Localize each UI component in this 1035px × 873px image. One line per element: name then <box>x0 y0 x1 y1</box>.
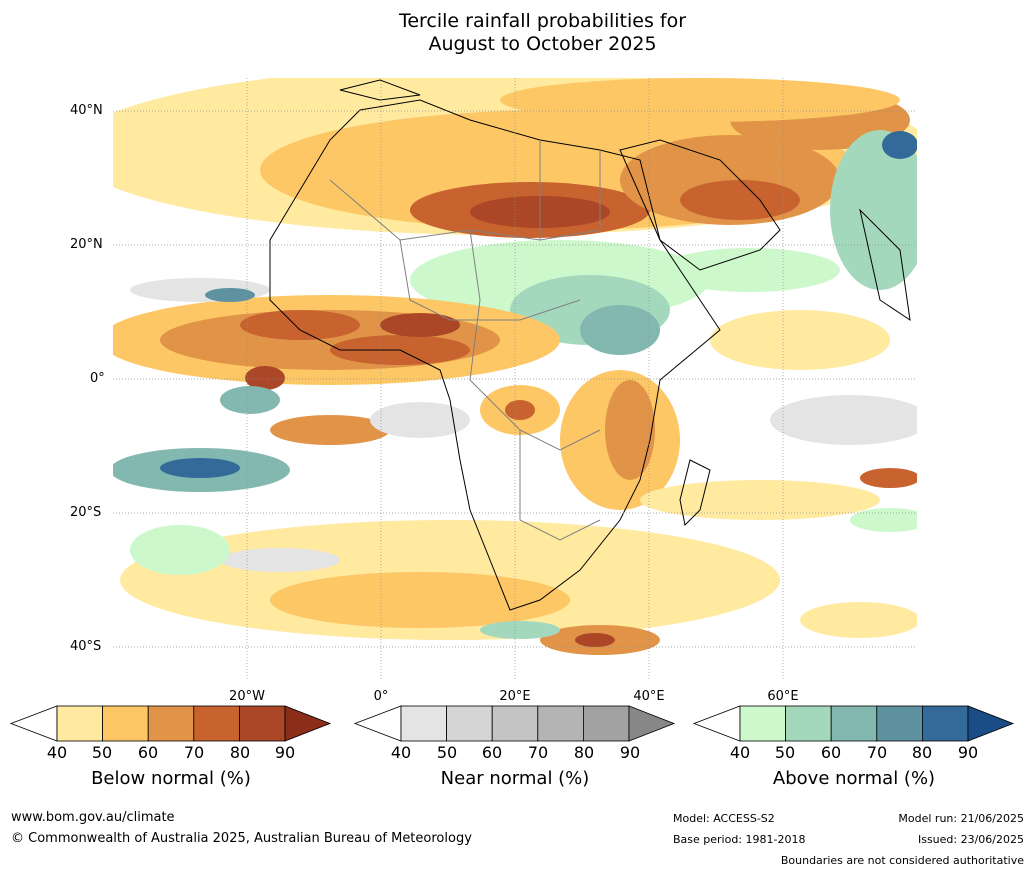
lon-label-20e: 20°E <box>499 689 531 704</box>
colorbar-segment <box>193 705 240 742</box>
tick: 90 <box>274 743 296 762</box>
copyright: © Commonwealth of Australia 2025, Austra… <box>11 831 472 846</box>
probability-field <box>113 78 917 681</box>
colorbar-below-label: Below normal (%) <box>91 768 251 789</box>
lat-label-equator: 0° <box>90 371 105 386</box>
model-run: Model run: 21/06/2025 <box>898 812 1024 825</box>
colorbar-segment <box>537 705 584 742</box>
tick: 70 <box>183 743 205 762</box>
tick: 70 <box>527 743 549 762</box>
colorbar-below-normal <box>9 705 332 742</box>
colorbar-segment <box>56 705 103 742</box>
tick: 80 <box>573 743 595 762</box>
lat-label-20n: 20°N <box>70 237 103 252</box>
colorbar-segment <box>446 705 493 742</box>
tick: 60 <box>820 743 842 762</box>
model-name: Model: ACCESS-S2 <box>673 812 775 825</box>
colorbar-near-label: Near normal (%) <box>440 768 590 789</box>
colorbar-segment <box>785 705 832 742</box>
lat-label-40n: 40°N <box>70 103 103 118</box>
title-line-2: August to October 2025 <box>428 33 657 55</box>
lon-label-20w: 20°W <box>229 689 265 704</box>
tick: 70 <box>866 743 888 762</box>
colorbar-near-normal <box>353 705 676 742</box>
tick: 90 <box>957 743 979 762</box>
tick: 50 <box>91 743 113 762</box>
colorbar-above-label: Above normal (%) <box>772 768 936 789</box>
boundaries-disclaimer: Boundaries are not considered authoritat… <box>780 854 1024 867</box>
base-period: Base period: 1981-2018 <box>673 833 806 846</box>
colorbar-lower-extension <box>692 705 741 742</box>
colorbar-upper-extension <box>967 705 1015 742</box>
tick: 50 <box>774 743 796 762</box>
colorbar-segment <box>491 705 539 742</box>
tick: 80 <box>229 743 251 762</box>
title-line-1: Tercile rainfall probabilities for <box>398 10 687 32</box>
tick: 60 <box>137 743 159 762</box>
colorbar-upper-extension <box>284 705 332 742</box>
tick: 40 <box>729 743 751 762</box>
colorbar-segment <box>102 705 149 742</box>
colorbar-segment <box>830 705 878 742</box>
colorbar-segment <box>876 705 923 742</box>
colorbar-segment <box>583 705 630 742</box>
tick: 50 <box>436 743 458 762</box>
colorbar-segment <box>922 705 969 742</box>
colorbar-above-normal <box>692 705 1015 742</box>
colorbar-lower-extension <box>353 705 402 742</box>
tick: 40 <box>390 743 412 762</box>
country-borders <box>329 140 601 541</box>
colorbar-segment <box>238 705 286 742</box>
tick: 60 <box>481 743 503 762</box>
lon-label-40e: 40°E <box>633 689 665 704</box>
colorbar-segment <box>400 705 447 742</box>
colorbar-segment <box>739 705 786 742</box>
lat-label-20s: 20°S <box>70 505 102 520</box>
lat-label-40s: 40°S <box>70 639 102 654</box>
website-link[interactable]: www.bom.gov.au/climate <box>11 810 175 825</box>
issued-date: Issued: 23/06/2025 <box>917 833 1024 846</box>
graticule <box>113 78 917 681</box>
colorbar-upper-extension <box>628 705 676 742</box>
tick: 90 <box>619 743 641 762</box>
lon-label-0: 0° <box>373 689 389 704</box>
colorbar-lower-extension <box>9 705 58 742</box>
tick: 80 <box>911 743 933 762</box>
coastlines <box>269 79 911 611</box>
colorbar-segment <box>147 705 195 742</box>
map-title: Tercile rainfall probabilities for Augus… <box>0 10 1035 56</box>
tick: 40 <box>46 743 68 762</box>
lon-label-60e: 60°E <box>767 689 799 704</box>
